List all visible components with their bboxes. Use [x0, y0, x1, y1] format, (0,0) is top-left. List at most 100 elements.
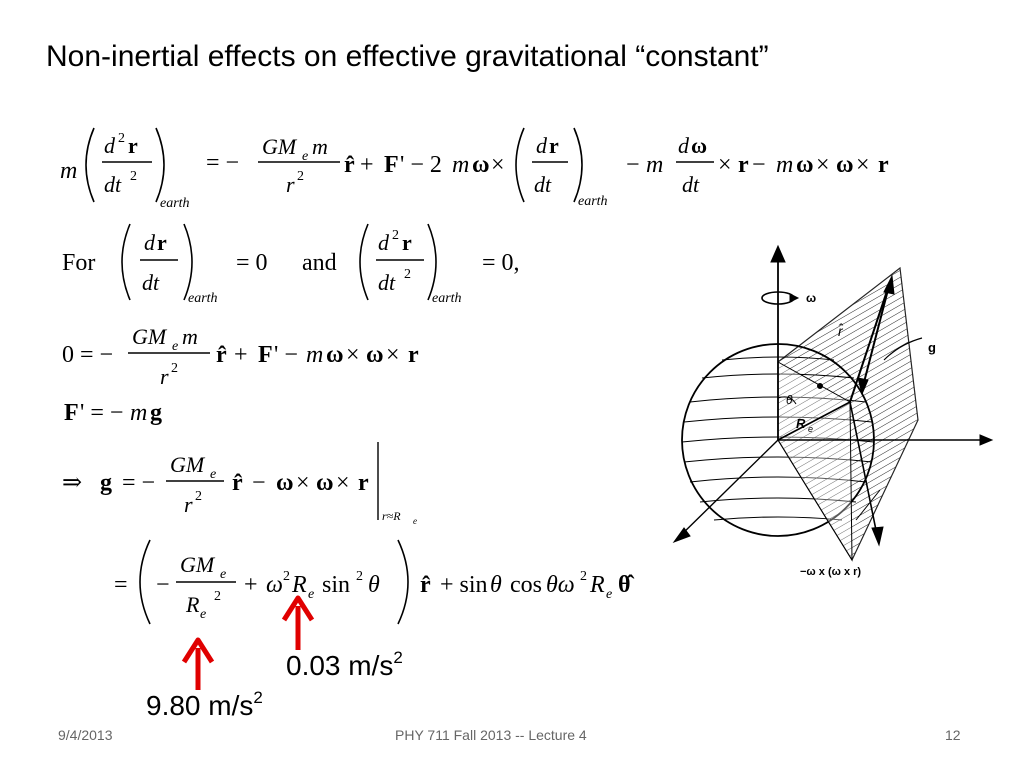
svg-text:e: e [413, 516, 417, 526]
svg-text:ω: ω [316, 470, 334, 496]
svg-text:×: × [296, 470, 310, 496]
svg-text:ω: ω [472, 152, 490, 178]
annotation-small-value: 0.03 m/s2 [286, 648, 403, 681]
svg-text:r≈R: r≈R [382, 509, 401, 523]
svg-text:−: − [156, 572, 170, 598]
svg-text:m: m [776, 152, 793, 178]
svg-text:d: d [536, 133, 548, 158]
svg-text:' − 2: ' − 2 [400, 152, 442, 178]
svg-text:and: and [302, 250, 337, 276]
earth-figure: ω r̂ g θ R e [672, 244, 994, 578]
label-centrifugal: −ω x (ω x r) [800, 566, 861, 578]
svg-text:ω: ω [326, 342, 344, 368]
svg-text:dt: dt [104, 172, 122, 197]
footer-course: PHY 711 Fall 2013 -- Lecture 4 [395, 727, 587, 743]
svg-text:F: F [64, 400, 79, 426]
svg-text:e: e [308, 587, 314, 602]
svg-text:dt: dt [142, 270, 160, 295]
svg-text:2: 2 [392, 228, 399, 243]
svg-text:dt: dt [682, 172, 700, 197]
svg-text:e: e [220, 567, 226, 582]
svg-text:−: − [252, 470, 266, 496]
svg-text:2: 2 [195, 489, 202, 504]
svg-text:r: r [160, 364, 169, 389]
arrow-small-term [281, 595, 315, 650]
svg-text:GM: GM [132, 324, 168, 349]
svg-text:=: = [114, 572, 128, 598]
svg-text:e: e [606, 587, 612, 602]
svg-text:ω: ω [691, 133, 707, 158]
svg-text:' = −: ' = − [80, 400, 123, 426]
svg-text:r: r [738, 152, 749, 178]
svg-text:r: r [878, 152, 889, 178]
svg-text:dt: dt [534, 172, 552, 197]
svg-text:×: × [816, 152, 830, 178]
label-rhat: r̂ [838, 322, 844, 339]
svg-text:earth: earth [188, 291, 218, 306]
svg-text:' −: ' − [274, 342, 298, 368]
label-theta: θ [786, 393, 793, 407]
svg-text:earth: earth [160, 196, 190, 211]
svg-text:dt: dt [378, 270, 396, 295]
svg-text:θ̂: θ̂ [618, 572, 635, 598]
svg-text:e: e [302, 149, 308, 164]
equation-1: m d 2 r dt 2 earth = − GM e m r 2 r̂ + [60, 127, 889, 211]
svg-text:−: − [752, 152, 766, 178]
svg-text:×: × [856, 152, 870, 178]
svg-text:2: 2 [171, 361, 178, 376]
svg-text:m: m [306, 342, 323, 368]
svg-text:×: × [336, 470, 350, 496]
svg-text:earth: earth [432, 291, 462, 306]
svg-text:r: r [184, 492, 193, 517]
arrow-large-term [181, 637, 215, 690]
svg-text:g: g [100, 470, 112, 496]
svg-text:2: 2 [283, 569, 290, 584]
svg-text:2: 2 [118, 131, 125, 146]
svg-text:r̂: r̂ [232, 470, 243, 496]
svg-text:r: r [358, 470, 369, 496]
svg-text:θ: θ [368, 572, 380, 598]
svg-text:ω: ω [366, 342, 384, 368]
svg-text:= 0,: = 0, [482, 250, 520, 276]
svg-text:m: m [646, 152, 663, 178]
svg-text:×: × [346, 342, 360, 368]
svg-text:GM: GM [170, 452, 206, 477]
svg-text:e: e [200, 607, 206, 622]
equation-5: ⇒ g = − GM e r 2 r̂ − ω × ω × r r≈R e [62, 442, 417, 526]
svg-text:r: r [549, 133, 559, 158]
svg-text:2: 2 [297, 169, 304, 184]
svg-text:GM: GM [180, 552, 216, 577]
equation-4: F ' = − m g [64, 400, 162, 426]
svg-text:+: + [244, 572, 258, 598]
svg-text:r̂: r̂ [344, 152, 355, 178]
svg-text:= 0: = 0 [236, 250, 268, 276]
svg-text:−: − [626, 152, 640, 178]
svg-text:= −: = − [122, 470, 155, 496]
equation-3: 0 = − GM e m r 2 r̂ + F ' − m ω × ω × r [62, 324, 419, 389]
svg-text:g: g [150, 400, 162, 426]
svg-text:m: m [312, 134, 328, 159]
svg-text:2: 2 [214, 589, 221, 604]
footer-date: 9/4/2013 [58, 727, 113, 743]
equation-2: For d r dt earth = 0 and d 2 r dt 2 eart… [62, 223, 520, 306]
svg-text:earth: earth [578, 194, 608, 209]
svg-text:m: m [60, 158, 77, 184]
svg-text:= −: = − [206, 150, 239, 176]
svg-text:+: + [234, 342, 248, 368]
svg-text:r: r [128, 133, 138, 158]
svg-text:e: e [210, 467, 216, 482]
svg-text:e: e [172, 339, 178, 354]
svg-text:R: R [589, 572, 605, 598]
svg-text:d: d [678, 133, 690, 158]
svg-text:d: d [104, 133, 116, 158]
svg-text:2: 2 [130, 169, 137, 184]
svg-text:F: F [384, 152, 399, 178]
slide-title: Non-inertial effects on effective gravit… [46, 40, 769, 73]
svg-text:d: d [144, 230, 156, 255]
svg-text:ω: ω [836, 152, 854, 178]
svg-text:ω: ω [796, 152, 814, 178]
svg-text:2: 2 [404, 267, 411, 282]
svg-text:GM: GM [262, 134, 298, 159]
